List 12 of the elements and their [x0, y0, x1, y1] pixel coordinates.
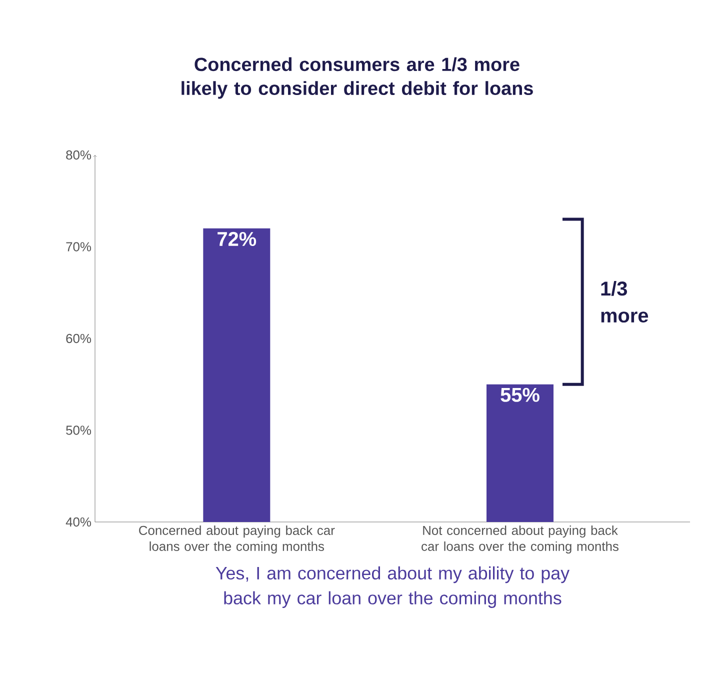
- annotation: 1/3 more: [601, 281, 648, 323]
- y-tick-label: 60%: [66, 334, 92, 344]
- data-label: 55%: [500, 388, 540, 402]
- y-tick-label: 50%: [66, 426, 92, 435]
- y-tick-label: 40%: [66, 517, 92, 527]
- chart-title: Concerned consumers are 1/3 more likely to consider direct debit for loans: [182, 57, 533, 99]
- y-tick-label: 70%: [66, 242, 92, 252]
- x-axis-title: Yes, I am concerned about my ability to pay back my car loan over the coming months: [216, 566, 570, 608]
- x-tick-label: Concerned about paying back car loans over the coming months: [139, 526, 335, 554]
- y-tick-label: 80%: [66, 150, 92, 160]
- data-label: 72%: [218, 232, 256, 246]
- x-tick-label: Not concerned about paying back car loans over the coming months: [422, 526, 618, 554]
